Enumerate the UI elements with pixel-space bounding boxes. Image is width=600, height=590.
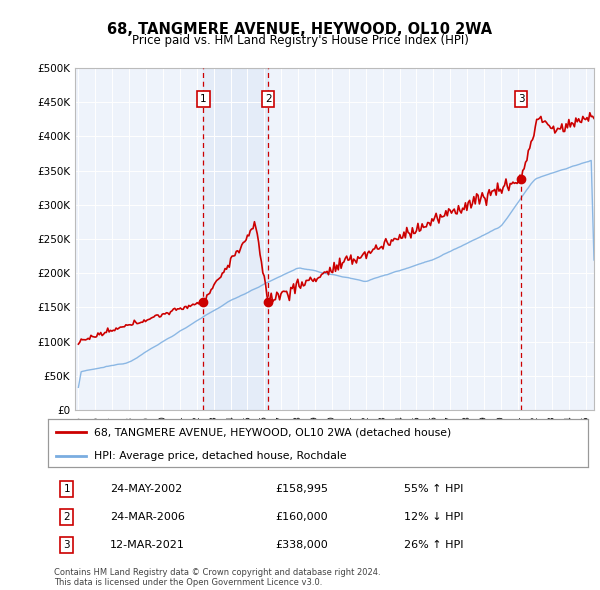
Text: HPI: Average price, detached house, Rochdale: HPI: Average price, detached house, Roch… [94,451,347,461]
Text: Contains HM Land Registry data © Crown copyright and database right 2024.
This d: Contains HM Land Registry data © Crown c… [54,568,380,587]
Text: £338,000: £338,000 [275,540,328,550]
Text: 1: 1 [200,94,206,104]
Text: Price paid vs. HM Land Registry's House Price Index (HPI): Price paid vs. HM Land Registry's House … [131,34,469,47]
Text: 12% ↓ HPI: 12% ↓ HPI [404,512,464,522]
Text: 3: 3 [518,94,524,104]
Text: 12-MAR-2021: 12-MAR-2021 [110,540,185,550]
Text: 55% ↑ HPI: 55% ↑ HPI [404,484,464,494]
Text: £158,995: £158,995 [275,484,328,494]
Text: 3: 3 [64,540,70,550]
Text: 2: 2 [64,512,70,522]
Text: 2: 2 [265,94,272,104]
Text: 68, TANGMERE AVENUE, HEYWOOD, OL10 2WA: 68, TANGMERE AVENUE, HEYWOOD, OL10 2WA [107,22,493,37]
Text: £160,000: £160,000 [275,512,328,522]
Text: 26% ↑ HPI: 26% ↑ HPI [404,540,464,550]
Text: 1: 1 [64,484,70,494]
Text: 24-MAR-2006: 24-MAR-2006 [110,512,185,522]
Text: 24-MAY-2002: 24-MAY-2002 [110,484,182,494]
Bar [203,68,268,410]
Text: 68, TANGMERE AVENUE, HEYWOOD, OL10 2WA (detached house): 68, TANGMERE AVENUE, HEYWOOD, OL10 2WA (… [94,427,451,437]
